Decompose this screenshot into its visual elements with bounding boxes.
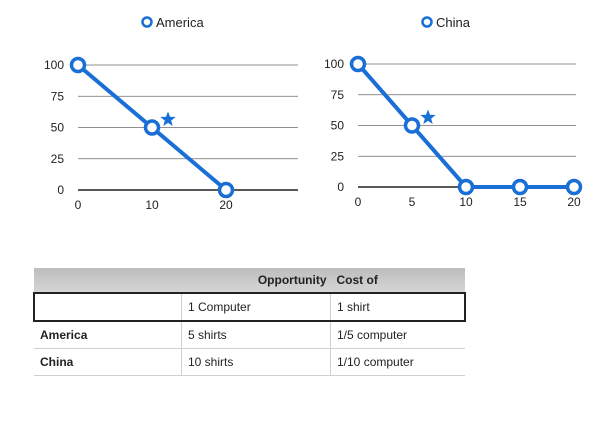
subheader-cell-empty <box>33 292 182 322</box>
subheader-cell-shirt: 1 shirt <box>330 292 466 322</box>
header-cell-empty <box>34 268 182 293</box>
header-cell-opportunity: Opportunity <box>181 268 331 293</box>
y-tick-label: 75 <box>331 88 345 102</box>
header-cell-cost-of: Cost of <box>330 268 465 293</box>
x-tick-label: 20 <box>567 195 581 209</box>
row-america-computer-cost: 5 shirts <box>181 321 331 349</box>
y-tick-label: 0 <box>57 183 64 197</box>
x-tick-label: 5 <box>409 195 416 209</box>
row-country-china: China <box>34 348 182 376</box>
star-icon <box>420 109 436 124</box>
opportunity-cost-table: Opportunity Cost of 1 Computer 1 shirt A… <box>33 268 466 376</box>
y-tick-label: 25 <box>331 149 345 163</box>
data-point <box>349 55 367 73</box>
y-tick-label: 50 <box>331 119 345 133</box>
table-row: China 10 shirts 1/10 computer <box>34 348 465 376</box>
china-chart: China 100 75 50 25 00 5 10 15 20 <box>324 15 583 209</box>
x-tick-label: 15 <box>513 195 527 209</box>
x-tick-label: 10 <box>145 198 159 212</box>
legend-label: America <box>156 15 204 30</box>
y-tick-label: 100 <box>44 58 64 72</box>
y-tick-label: 25 <box>51 152 65 166</box>
legend-marker-icon <box>421 16 433 28</box>
data-point <box>69 56 87 74</box>
y-tick-label: 100 <box>324 57 344 71</box>
row-america-shirt-cost: 1/5 computer <box>330 321 465 349</box>
subheader-cell-computer: 1 Computer <box>181 292 331 322</box>
row-china-shirt-cost: 1/10 computer <box>330 348 465 376</box>
y-tick-label: 50 <box>51 121 65 135</box>
y-tick-label: 0 <box>337 180 344 194</box>
table-row: America 5 shirts 1/5 computer <box>34 321 465 349</box>
data-point <box>457 178 475 196</box>
y-tick-label: 75 <box>51 89 65 103</box>
table-header-row: Opportunity Cost of <box>34 268 465 293</box>
america-chart: America 100 75 50 25 00 10 20 <box>44 15 298 212</box>
x-tick-label: 20 <box>219 198 233 212</box>
data-point <box>403 117 421 134</box>
row-country-america: America <box>34 321 182 349</box>
data-point <box>143 119 161 136</box>
star-icon <box>160 111 176 126</box>
row-china-computer-cost: 10 shirts <box>181 348 331 376</box>
legend-marker-icon <box>141 16 153 28</box>
data-point <box>217 181 235 199</box>
legend-label: China <box>436 15 471 30</box>
x-tick-label: 0 <box>355 195 362 209</box>
data-point <box>511 178 529 196</box>
x-tick-label: 10 <box>459 195 473 209</box>
x-tick-label: 0 <box>75 198 82 212</box>
data-point <box>565 178 583 196</box>
table-subheader-row: 1 Computer 1 shirt <box>33 292 466 322</box>
